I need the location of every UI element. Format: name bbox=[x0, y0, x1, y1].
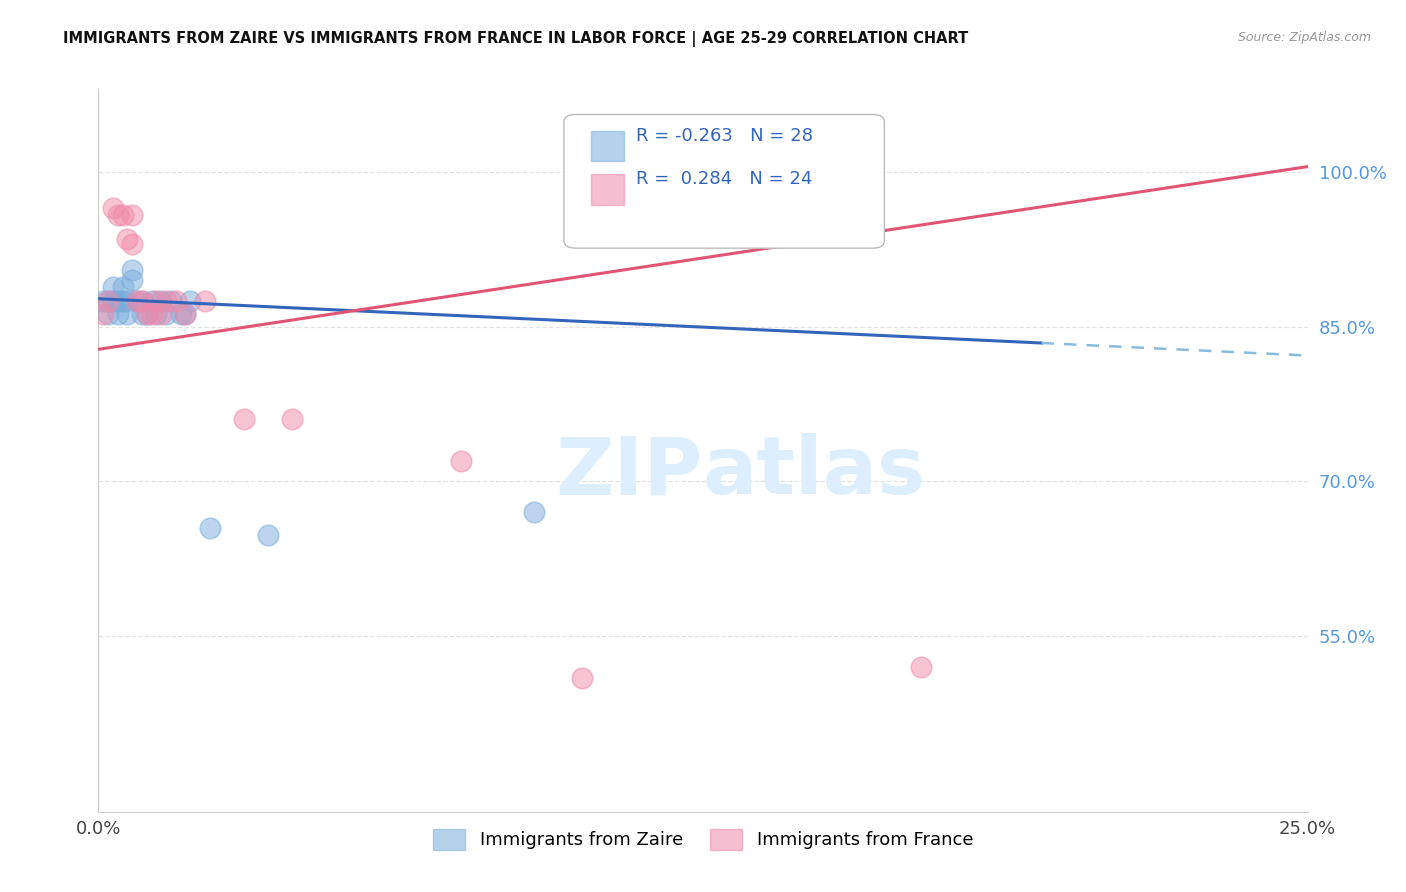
Legend: Immigrants from Zaire, Immigrants from France: Immigrants from Zaire, Immigrants from F… bbox=[426, 822, 980, 857]
Text: R =  0.284   N = 24: R = 0.284 N = 24 bbox=[637, 170, 813, 188]
Point bbox=[135, 307, 157, 321]
Text: Source: ZipAtlas.com: Source: ZipAtlas.com bbox=[1237, 31, 1371, 45]
Point bbox=[111, 208, 134, 222]
Point bbox=[117, 232, 139, 246]
Point bbox=[141, 293, 163, 308]
Point bbox=[169, 307, 191, 321]
Text: IMMIGRANTS FROM ZAIRE VS IMMIGRANTS FROM FRANCE IN LABOR FORCE | AGE 25-29 CORRE: IMMIGRANTS FROM ZAIRE VS IMMIGRANTS FROM… bbox=[63, 31, 969, 47]
Point bbox=[111, 293, 134, 308]
Point bbox=[155, 307, 177, 321]
Point bbox=[256, 528, 278, 542]
Point bbox=[281, 412, 304, 426]
Point bbox=[127, 293, 149, 308]
Point bbox=[101, 280, 124, 294]
Point bbox=[194, 293, 217, 308]
Point bbox=[107, 208, 129, 222]
Point bbox=[232, 412, 254, 426]
Point bbox=[150, 293, 173, 308]
Point bbox=[165, 293, 187, 308]
Point bbox=[101, 293, 124, 308]
Point bbox=[179, 293, 201, 308]
Point bbox=[111, 280, 134, 294]
Text: ZIP: ZIP bbox=[555, 434, 703, 511]
Point bbox=[155, 293, 177, 308]
Point bbox=[97, 293, 120, 308]
Point bbox=[117, 307, 139, 321]
Point bbox=[131, 293, 153, 308]
Point bbox=[127, 293, 149, 308]
Point bbox=[131, 293, 153, 308]
Point bbox=[145, 307, 167, 321]
Point bbox=[97, 293, 120, 308]
Point bbox=[523, 505, 546, 519]
Point bbox=[450, 454, 472, 468]
Point bbox=[141, 307, 163, 321]
Text: R = -0.263   N = 28: R = -0.263 N = 28 bbox=[637, 127, 814, 145]
Point bbox=[97, 307, 120, 321]
Point bbox=[91, 293, 114, 308]
FancyBboxPatch shape bbox=[564, 114, 884, 248]
Text: atlas: atlas bbox=[703, 434, 927, 511]
Point bbox=[117, 293, 139, 308]
Point bbox=[107, 293, 129, 308]
Point bbox=[174, 307, 197, 321]
Point bbox=[131, 307, 153, 321]
Point bbox=[910, 660, 932, 674]
Point bbox=[174, 307, 197, 321]
Point bbox=[135, 307, 157, 321]
Point bbox=[121, 208, 143, 222]
Point bbox=[160, 293, 183, 308]
Point bbox=[121, 262, 143, 277]
Point bbox=[101, 201, 124, 215]
Point bbox=[150, 307, 173, 321]
Point bbox=[571, 671, 593, 685]
Point bbox=[121, 273, 143, 287]
Point bbox=[107, 307, 129, 321]
Point bbox=[121, 237, 143, 252]
Point bbox=[91, 307, 114, 321]
Point bbox=[740, 208, 762, 222]
Point bbox=[145, 293, 167, 308]
FancyBboxPatch shape bbox=[591, 131, 624, 161]
FancyBboxPatch shape bbox=[591, 175, 624, 205]
Point bbox=[198, 521, 221, 535]
